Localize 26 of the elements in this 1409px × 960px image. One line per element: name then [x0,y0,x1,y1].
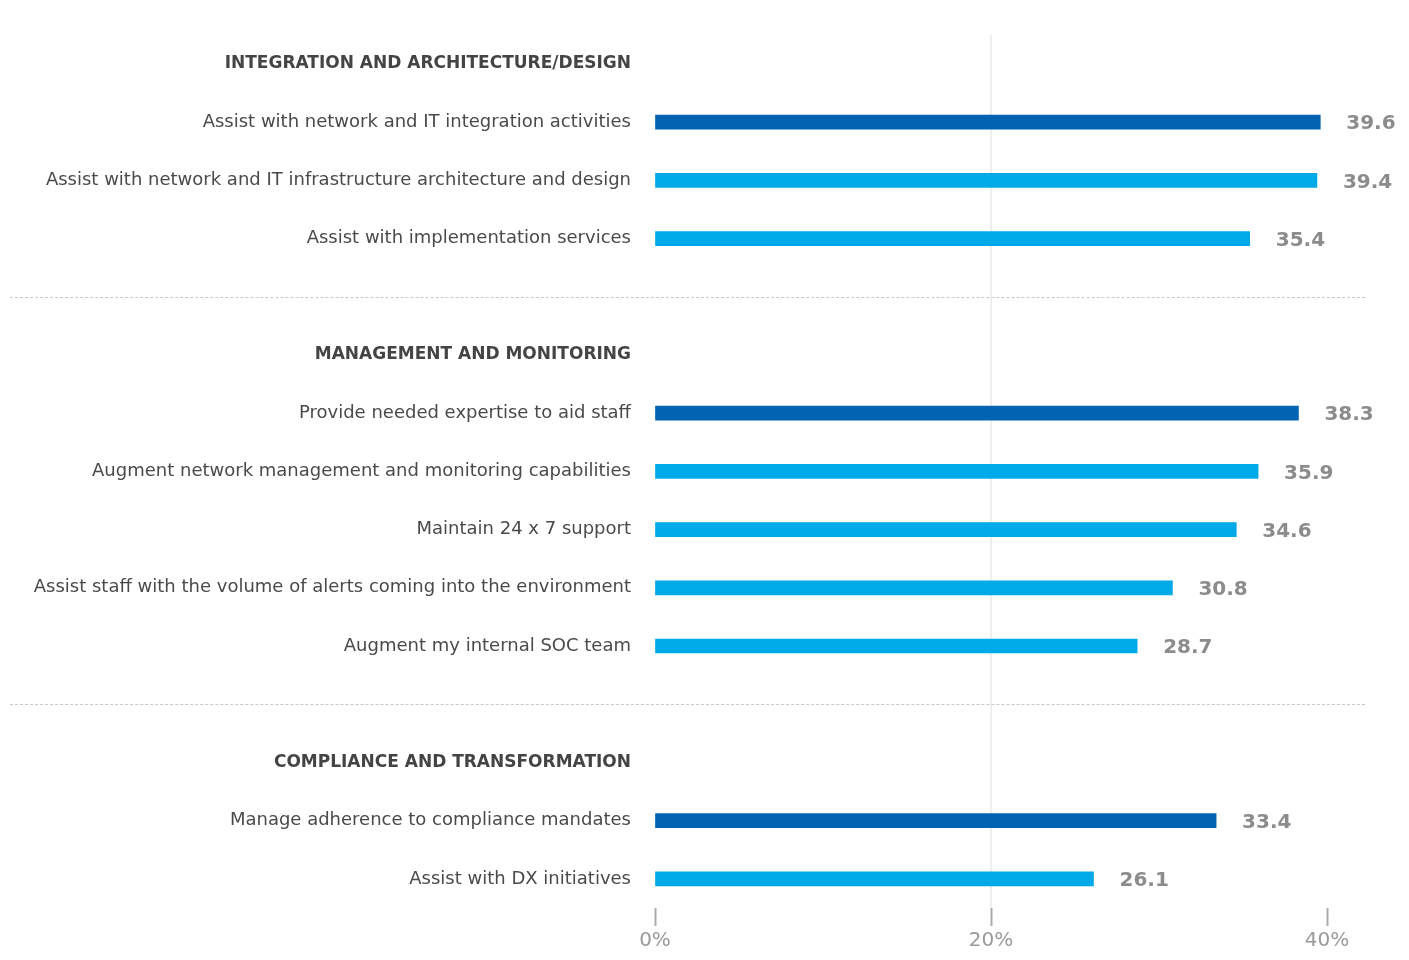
y-tick-label: Provide needed expertise to aid staff [298,400,632,422]
y-tick-label: Assist with network and IT infrastructure architecture and design [45,168,631,190]
y-tick-label: Assist with network and IT integration activities [202,109,631,131]
y-tick-label: COMPLIANCE AND TRANSFORMATION [273,750,631,771]
data-label: 35.9 [1284,459,1334,484]
y-tick-label: Assist with DX initiatives [409,866,631,888]
y-tick-label: INTEGRATION AND ARCHITECTURE/DESIGN [224,52,631,73]
data-label: 38.3 [1324,401,1374,426]
data-label: 33.4 [1242,808,1292,833]
y-tick-label: Maintain 24 x 7 support [416,517,631,539]
x-tick-label: 20% [968,927,1014,952]
y-tick-label: Assist staff with the volume of alerts coming into the environment [33,575,631,597]
y-tick-label: Augment network management and monitoring capabilities [92,459,631,481]
data-label: 34.6 [1262,517,1312,542]
y-tick-label: Assist with implementation services [306,226,631,248]
data-label: 35.4 [1275,226,1326,251]
data-label: 39.4 [1342,168,1393,193]
y-tick-label: Manage adherence to compliance mandates [229,808,631,830]
data-label: 26.1 [1119,867,1169,892]
y-tick-label: MANAGEMENT AND MONITORING [314,343,631,364]
y-tick-label: Augment my internal SOC team [343,633,631,655]
x-tick-label: 0% [639,927,671,952]
data-label: 30.8 [1198,576,1248,601]
data-label: 28.7 [1163,634,1213,659]
x-tick-label: 40% [1304,927,1350,952]
data-label: 39.6 [1346,110,1396,135]
